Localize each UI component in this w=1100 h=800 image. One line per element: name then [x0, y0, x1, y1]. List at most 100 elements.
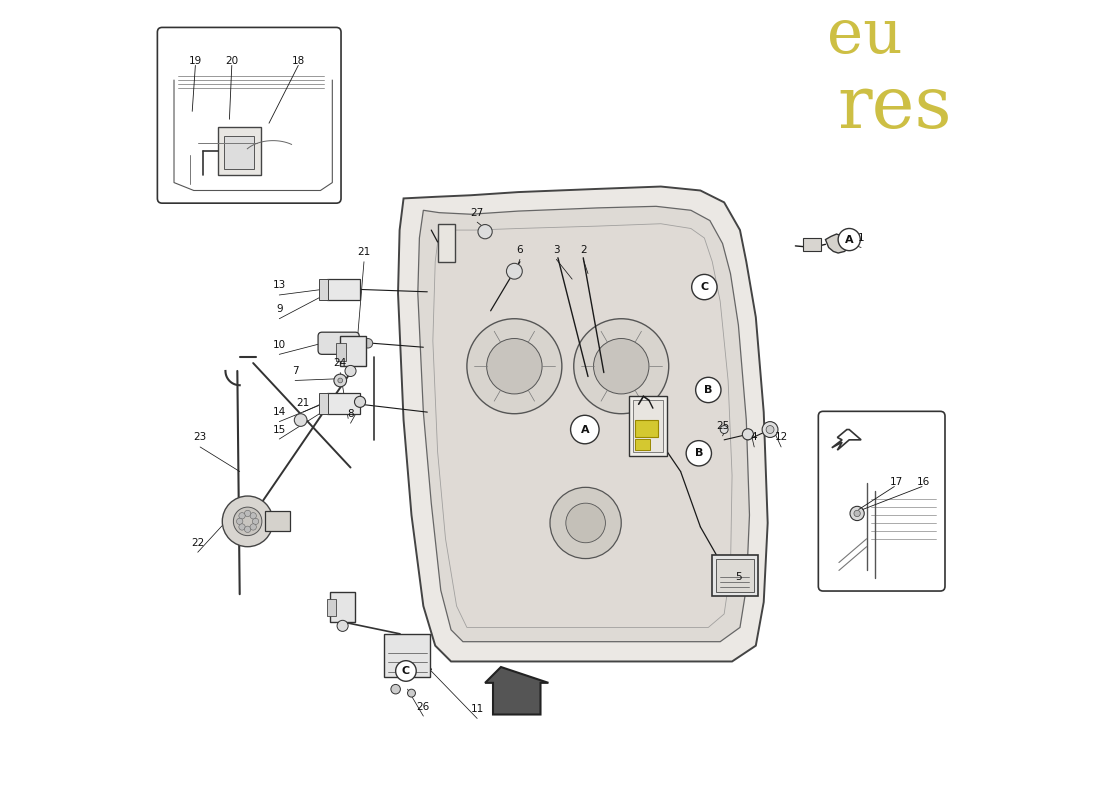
- Circle shape: [338, 378, 342, 383]
- Text: 11: 11: [471, 704, 484, 714]
- Circle shape: [574, 318, 669, 414]
- Polygon shape: [432, 224, 733, 627]
- Text: 20: 20: [226, 57, 239, 66]
- Circle shape: [742, 429, 754, 440]
- FancyBboxPatch shape: [636, 420, 658, 438]
- FancyBboxPatch shape: [327, 393, 360, 414]
- Circle shape: [478, 225, 492, 238]
- Polygon shape: [825, 234, 849, 253]
- Circle shape: [594, 338, 649, 394]
- Circle shape: [236, 518, 243, 525]
- FancyBboxPatch shape: [384, 634, 430, 678]
- Circle shape: [762, 422, 778, 438]
- Circle shape: [239, 513, 245, 519]
- FancyBboxPatch shape: [319, 393, 329, 414]
- FancyBboxPatch shape: [337, 343, 345, 361]
- FancyBboxPatch shape: [636, 439, 650, 450]
- Circle shape: [407, 689, 416, 697]
- FancyBboxPatch shape: [629, 396, 668, 456]
- Text: 4: 4: [751, 433, 758, 442]
- Text: 5: 5: [735, 572, 741, 582]
- Text: 21: 21: [358, 247, 371, 258]
- Text: 14: 14: [273, 407, 286, 417]
- Circle shape: [695, 378, 721, 402]
- Text: 17: 17: [890, 477, 903, 486]
- Circle shape: [354, 338, 363, 348]
- FancyBboxPatch shape: [803, 238, 821, 250]
- Text: 24: 24: [333, 358, 346, 368]
- FancyBboxPatch shape: [218, 127, 261, 174]
- Circle shape: [295, 414, 307, 426]
- Circle shape: [363, 338, 373, 348]
- Text: 9: 9: [276, 304, 283, 314]
- Text: 26: 26: [417, 702, 430, 711]
- FancyBboxPatch shape: [327, 599, 337, 616]
- Circle shape: [345, 366, 356, 377]
- Circle shape: [466, 318, 562, 414]
- Text: A: A: [581, 425, 590, 434]
- Text: C: C: [402, 666, 410, 676]
- Circle shape: [244, 526, 251, 533]
- FancyBboxPatch shape: [818, 411, 945, 591]
- FancyBboxPatch shape: [319, 279, 329, 300]
- Circle shape: [550, 487, 622, 558]
- Circle shape: [506, 263, 522, 279]
- Text: 22: 22: [191, 538, 205, 548]
- Circle shape: [720, 426, 728, 434]
- FancyBboxPatch shape: [224, 136, 254, 169]
- Text: 3: 3: [553, 245, 560, 255]
- Text: 7: 7: [292, 366, 298, 376]
- Circle shape: [571, 415, 600, 444]
- Circle shape: [486, 338, 542, 394]
- Text: 16: 16: [917, 477, 931, 486]
- Text: 1: 1: [858, 233, 865, 243]
- FancyBboxPatch shape: [634, 400, 663, 452]
- Circle shape: [222, 496, 273, 546]
- Polygon shape: [398, 186, 768, 662]
- Polygon shape: [832, 430, 861, 450]
- Text: 15: 15: [273, 425, 286, 434]
- Circle shape: [239, 524, 245, 530]
- Circle shape: [396, 661, 416, 682]
- Text: 12: 12: [774, 433, 788, 442]
- Circle shape: [337, 620, 349, 631]
- Text: 10: 10: [273, 340, 286, 350]
- FancyBboxPatch shape: [327, 279, 360, 300]
- Polygon shape: [418, 206, 749, 642]
- Text: 6: 6: [517, 245, 524, 255]
- Circle shape: [244, 510, 251, 517]
- Text: passion for cars since 1985: passion for cars since 1985: [444, 369, 758, 550]
- Circle shape: [390, 685, 400, 694]
- FancyBboxPatch shape: [157, 27, 341, 203]
- Text: 8: 8: [348, 409, 354, 418]
- Circle shape: [686, 441, 712, 466]
- Text: B: B: [694, 448, 703, 458]
- Circle shape: [252, 518, 258, 525]
- Text: C: C: [701, 282, 708, 292]
- FancyBboxPatch shape: [330, 592, 355, 622]
- Text: 13: 13: [273, 281, 286, 290]
- Text: 25: 25: [716, 422, 729, 431]
- Circle shape: [838, 229, 860, 250]
- Circle shape: [766, 426, 774, 434]
- FancyBboxPatch shape: [340, 336, 365, 366]
- Circle shape: [250, 524, 256, 530]
- Text: 21: 21: [296, 398, 310, 408]
- Text: A: A: [845, 234, 854, 245]
- FancyBboxPatch shape: [318, 332, 360, 354]
- Circle shape: [850, 506, 865, 521]
- Circle shape: [692, 274, 717, 300]
- Circle shape: [334, 374, 346, 387]
- Text: eu: eu: [827, 6, 903, 66]
- Circle shape: [354, 396, 365, 407]
- FancyBboxPatch shape: [713, 554, 758, 596]
- Text: 19: 19: [189, 57, 202, 66]
- FancyBboxPatch shape: [265, 511, 290, 531]
- Text: 23: 23: [194, 433, 207, 442]
- Circle shape: [250, 513, 256, 519]
- Circle shape: [854, 510, 860, 517]
- Text: 27: 27: [471, 208, 484, 218]
- Text: 18: 18: [292, 57, 305, 66]
- Text: 2: 2: [580, 245, 586, 255]
- Polygon shape: [485, 667, 549, 714]
